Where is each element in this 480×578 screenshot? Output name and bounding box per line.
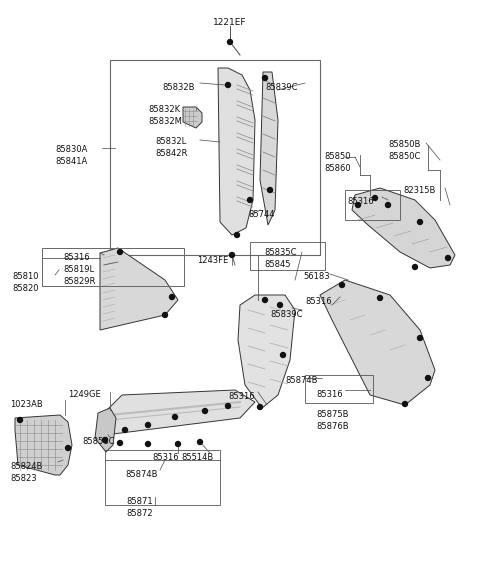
Text: 85514B: 85514B xyxy=(181,453,213,462)
Text: 1243FE: 1243FE xyxy=(197,256,228,265)
Polygon shape xyxy=(320,280,435,405)
Text: 1023AB: 1023AB xyxy=(10,400,43,409)
Bar xyxy=(110,60,320,255)
Text: 85744: 85744 xyxy=(248,210,275,219)
Text: 85832K: 85832K xyxy=(148,105,180,114)
Polygon shape xyxy=(183,107,202,128)
Circle shape xyxy=(103,438,108,443)
Text: 85316: 85316 xyxy=(228,392,254,401)
Text: 85830A: 85830A xyxy=(55,145,87,154)
Text: 85316: 85316 xyxy=(63,253,90,262)
Text: 85860: 85860 xyxy=(324,164,350,173)
Text: 85316: 85316 xyxy=(305,297,332,306)
Text: 85810: 85810 xyxy=(12,272,38,281)
Polygon shape xyxy=(15,415,72,475)
Text: 85824B: 85824B xyxy=(10,462,42,471)
Circle shape xyxy=(412,265,418,269)
Circle shape xyxy=(235,232,240,238)
Circle shape xyxy=(377,295,383,301)
Bar xyxy=(42,248,184,286)
Text: 85871: 85871 xyxy=(127,497,153,506)
Circle shape xyxy=(280,353,286,358)
Bar xyxy=(305,375,373,403)
Text: 85858C: 85858C xyxy=(82,437,115,446)
Bar xyxy=(250,242,325,270)
Text: 85829R: 85829R xyxy=(63,277,96,286)
Text: 85316: 85316 xyxy=(316,390,343,399)
Polygon shape xyxy=(218,68,255,235)
Circle shape xyxy=(418,335,422,340)
Circle shape xyxy=(145,442,151,446)
Polygon shape xyxy=(352,188,455,268)
Circle shape xyxy=(176,442,180,446)
Text: 85876B: 85876B xyxy=(316,422,348,431)
Polygon shape xyxy=(260,72,278,225)
Circle shape xyxy=(169,295,175,299)
Circle shape xyxy=(118,440,122,446)
Circle shape xyxy=(425,376,431,380)
Text: 1249GE: 1249GE xyxy=(68,390,101,399)
Text: 85832M: 85832M xyxy=(148,117,182,126)
Circle shape xyxy=(277,302,283,307)
Circle shape xyxy=(356,202,360,208)
Text: 82315B: 82315B xyxy=(403,186,435,195)
Circle shape xyxy=(17,417,23,423)
Circle shape xyxy=(248,198,252,202)
Circle shape xyxy=(228,39,232,45)
Circle shape xyxy=(339,283,345,287)
Circle shape xyxy=(172,414,178,420)
Text: 85835C: 85835C xyxy=(264,248,297,257)
Circle shape xyxy=(372,195,377,201)
Text: 85832L: 85832L xyxy=(155,137,186,146)
Text: 85841A: 85841A xyxy=(55,157,87,166)
Bar xyxy=(345,190,400,220)
Text: 85832B: 85832B xyxy=(162,83,194,92)
Circle shape xyxy=(267,187,273,192)
Text: 85842R: 85842R xyxy=(155,149,187,158)
Text: 85874B: 85874B xyxy=(285,376,317,385)
Text: 85316: 85316 xyxy=(347,197,373,206)
Circle shape xyxy=(229,253,235,258)
Circle shape xyxy=(257,405,263,409)
Circle shape xyxy=(163,313,168,317)
Text: 85823: 85823 xyxy=(10,474,36,483)
Text: 85839C: 85839C xyxy=(265,83,298,92)
Text: 85874B: 85874B xyxy=(125,470,157,479)
Text: 85316: 85316 xyxy=(152,453,179,462)
Circle shape xyxy=(122,428,128,432)
Text: 85839C: 85839C xyxy=(270,310,302,319)
Circle shape xyxy=(145,423,151,428)
Circle shape xyxy=(118,250,122,254)
Text: 56183: 56183 xyxy=(303,272,330,281)
Circle shape xyxy=(418,220,422,224)
Circle shape xyxy=(385,202,391,208)
Text: 85819L: 85819L xyxy=(63,265,94,274)
Circle shape xyxy=(197,439,203,444)
Polygon shape xyxy=(95,408,116,452)
Circle shape xyxy=(445,255,451,261)
Text: 85872: 85872 xyxy=(127,509,153,518)
Polygon shape xyxy=(100,248,178,330)
Text: 85850: 85850 xyxy=(324,152,350,161)
Circle shape xyxy=(65,446,71,450)
Circle shape xyxy=(203,409,207,413)
Polygon shape xyxy=(238,295,295,408)
Circle shape xyxy=(263,76,267,80)
Circle shape xyxy=(263,298,267,302)
Text: 85820: 85820 xyxy=(12,284,38,293)
Text: 85850B: 85850B xyxy=(388,140,420,149)
Polygon shape xyxy=(105,390,255,435)
Circle shape xyxy=(403,402,408,406)
Text: 85845: 85845 xyxy=(264,260,290,269)
Bar xyxy=(105,450,220,505)
Circle shape xyxy=(226,403,230,409)
Text: 85850C: 85850C xyxy=(388,152,420,161)
Circle shape xyxy=(226,83,230,87)
Text: 1221EF: 1221EF xyxy=(213,18,247,27)
Text: 85875B: 85875B xyxy=(316,410,348,419)
